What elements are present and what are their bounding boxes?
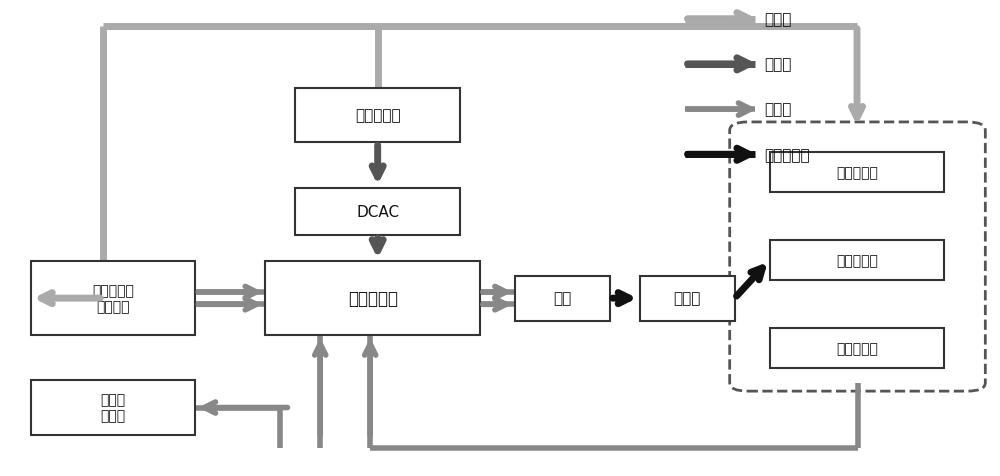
- Bar: [295, 89, 460, 143]
- Text: 电机: 电机: [553, 291, 572, 306]
- Bar: [770, 153, 944, 193]
- Text: 机械传动线: 机械传动线: [765, 148, 810, 162]
- Text: 信号线: 信号线: [765, 102, 792, 118]
- Text: 低电压: 低电压: [765, 12, 792, 27]
- Bar: [31, 380, 195, 435]
- Text: 温度传感器: 温度传感器: [836, 254, 878, 268]
- Text: 车载蓄电池: 车载蓄电池: [355, 109, 400, 123]
- Bar: [515, 276, 610, 321]
- Bar: [295, 188, 460, 236]
- Bar: [31, 262, 195, 335]
- Bar: [640, 276, 735, 321]
- Bar: [770, 240, 944, 281]
- Text: 距离传感器: 距离传感器: [836, 341, 878, 355]
- Text: 高电压: 高电压: [765, 57, 792, 72]
- Text: 速度传感器: 速度传感器: [836, 166, 878, 180]
- Text: 制动器: 制动器: [674, 291, 701, 306]
- Bar: [265, 262, 480, 335]
- Text: 制动踏板位
置传感器: 制动踏板位 置传感器: [92, 283, 134, 314]
- Text: 电机控制器: 电机控制器: [348, 289, 398, 307]
- Text: 仪表盘
操作台: 仪表盘 操作台: [100, 393, 126, 423]
- Bar: [770, 328, 944, 368]
- Text: DCAC: DCAC: [356, 204, 399, 219]
